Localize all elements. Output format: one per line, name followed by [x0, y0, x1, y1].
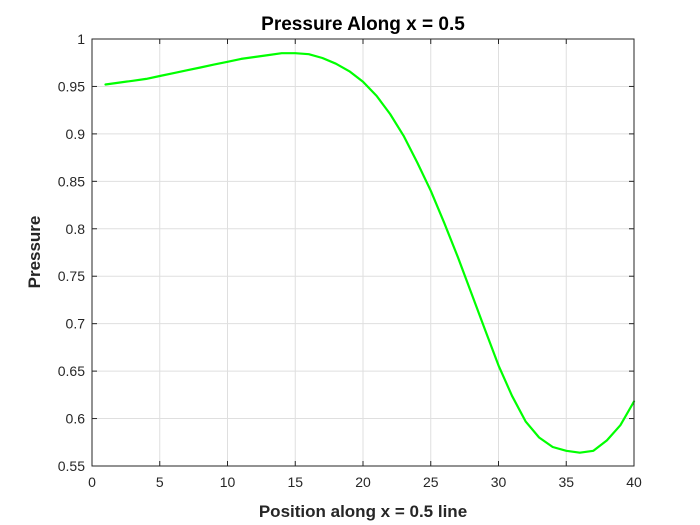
chart-title: Pressure Along x = 0.5 — [261, 14, 465, 35]
y-tick-label: 0.55 — [58, 458, 85, 474]
y-tick-label: 1 — [77, 31, 85, 47]
y-tick-label: 0.6 — [66, 411, 86, 427]
x-tick-label: 5 — [156, 474, 164, 490]
y-tick-label: 0.9 — [66, 126, 86, 142]
y-tick-label: 0.8 — [66, 221, 86, 237]
x-tick-label: 0 — [88, 474, 96, 490]
ticks: 0 5 10 15 20 25 30 35 40 0.55 0.6 0.65 0.7 0.75 0.8 0.8… — [58, 31, 642, 490]
x-tick-label: 25 — [423, 474, 439, 490]
y-tick-label: 0.7 — [66, 316, 86, 332]
x-tick-label: 30 — [491, 474, 507, 490]
series-layer — [104, 52, 636, 454]
pressure-series-line — [104, 52, 636, 454]
x-tick-label: 10 — [220, 474, 236, 490]
y-axis-label: Pressure — [25, 216, 44, 289]
x-tick-label: 15 — [287, 474, 303, 490]
y-tick-label: 0.95 — [58, 78, 85, 94]
x-tick-label: 20 — [355, 474, 371, 490]
x-axis-label: Position along x = 0.5 line — [259, 502, 467, 521]
y-tick-label: 0.65 — [58, 363, 85, 379]
y-tick-label: 0.85 — [58, 173, 85, 189]
y-tick-label: 0.75 — [58, 268, 85, 284]
x-tick-label: 40 — [626, 474, 642, 490]
x-tick-label: 35 — [558, 474, 574, 490]
